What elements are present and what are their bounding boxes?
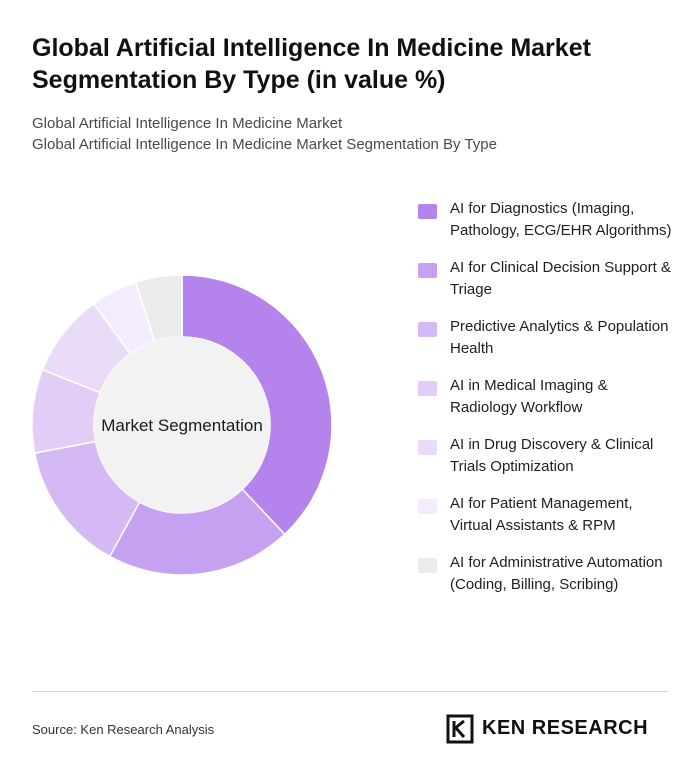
legend-swatch [418, 499, 437, 514]
legend-label: AI for Diagnostics (Imaging, Pathology, … [450, 200, 672, 239]
subtitle-market: Global Artificial Intelligence In Medici… [32, 115, 343, 132]
subtitles: Global Artificial Intelligence In Medici… [32, 113, 672, 155]
legend-item-3: Predictive Analytics & Population Health [418, 316, 678, 360]
legend-label: AI in Medical Imaging & Radiology Workfl… [450, 377, 608, 416]
legend-swatch [418, 322, 437, 337]
legend-label: AI in Drug Discovery & Clinical Trials O… [450, 436, 654, 475]
chart-title: Global Artificial Intelligence In Medici… [32, 34, 591, 94]
legend-swatch [418, 263, 437, 278]
legend-swatch [418, 381, 437, 396]
donut-center-label: Market Segmentation [101, 416, 263, 435]
legend-item-7: AI for Administrative Automation (Coding… [418, 552, 678, 596]
legend-swatch [418, 558, 437, 573]
legend-label: AI for Administrative Automation (Coding… [450, 554, 663, 593]
legend-item-4: AI in Medical Imaging & Radiology Workfl… [418, 375, 678, 419]
legend-item-2: AI for Clinical Decision Support & Triag… [418, 257, 678, 301]
legend-label: AI for Clinical Decision Support & Triag… [450, 259, 671, 298]
footer-divider [32, 691, 668, 692]
legend-item-5: AI in Drug Discovery & Clinical Trials O… [418, 434, 678, 478]
legend-item-6: AI for Patient Management, Virtual Assis… [418, 493, 678, 537]
source-note: Source: Ken Research Analysis [32, 722, 215, 737]
legend-item-1: AI for Diagnostics (Imaging, Pathology, … [418, 198, 678, 242]
chart-legend: AI for Diagnostics (Imaging, Pathology, … [418, 198, 678, 611]
subtitle-segmentation: Global Artificial Intelligence In Medici… [32, 136, 497, 153]
ken-research-logo-icon [446, 714, 474, 744]
donut-center [94, 337, 270, 513]
legend-label: Predictive Analytics & Population Health [450, 318, 669, 357]
legend-swatch [418, 204, 437, 219]
legend-swatch [418, 440, 437, 455]
logo-text: KEN RESEARCH [482, 717, 649, 739]
donut-chart: Market Segmentation [31, 274, 333, 576]
legend-label: AI for Patient Management, Virtual Assis… [450, 495, 633, 534]
